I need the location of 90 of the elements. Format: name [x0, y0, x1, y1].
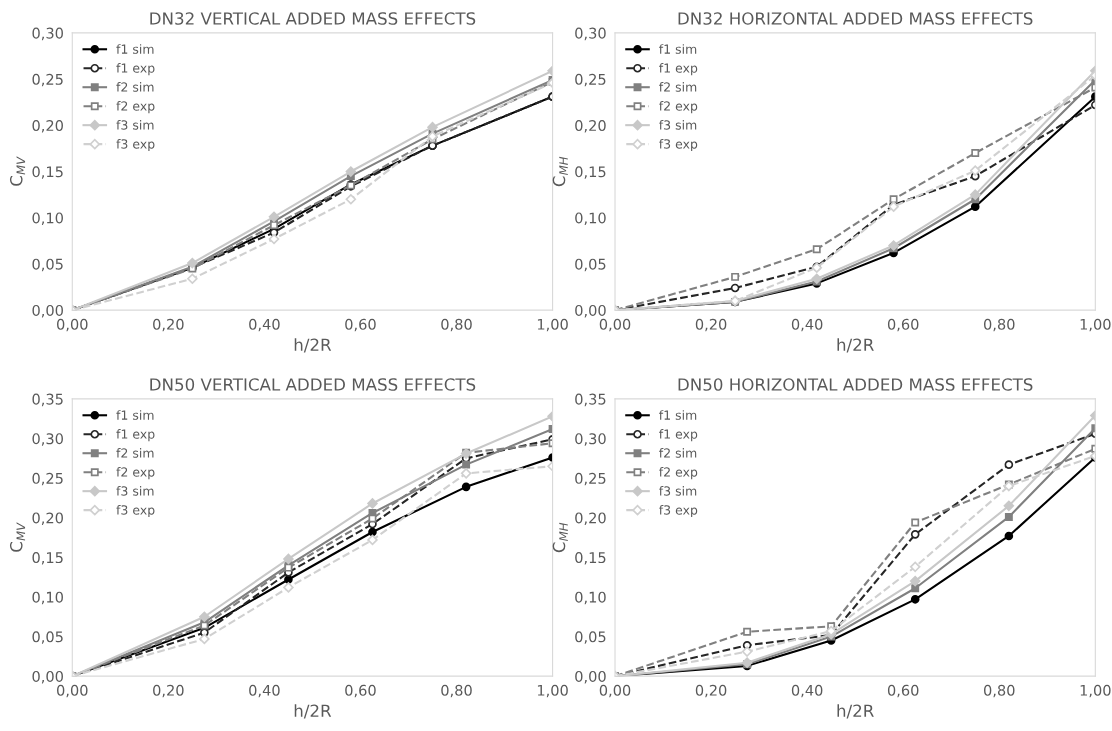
legend-label: f2 exp: [659, 101, 698, 114]
chart-title: DN32 HORIZONTAL ADDED MASS EFFECTS: [678, 12, 1033, 25]
y-axis-title: C$_{MV}$: [9, 522, 26, 552]
x-tick-label: 0,80: [983, 318, 1015, 332]
legend-label: f3 sim: [659, 486, 697, 496]
y-tick-label: 0,15: [32, 166, 63, 179]
y-tick-label: 0,05: [32, 258, 63, 272]
legend-label: f3 exp: [659, 139, 698, 152]
y-tick-label: 0,35: [32, 393, 63, 407]
y-tick-label: 0,10: [575, 591, 606, 605]
x-tick-label: 0,20: [695, 684, 727, 698]
legend-label: f2 exp: [659, 467, 698, 480]
y-tick-label: 0,00: [32, 670, 63, 684]
legend-label: f3 exp: [116, 505, 155, 518]
x-tick-label: 0,80: [441, 318, 472, 332]
y-tick-label: 0,30: [32, 433, 63, 446]
legend-label: f1 exp: [116, 429, 155, 442]
legend-label: f1 exp: [659, 429, 698, 442]
x-tick-label: 1,00: [1080, 318, 1111, 332]
x-tick-label: 0,40: [791, 684, 823, 698]
x-tick-label: 0,40: [791, 318, 823, 332]
legend-label: f3 sim: [659, 120, 697, 130]
legend-label: f1 sim: [659, 44, 697, 54]
y-tick-label: 0,10: [575, 212, 606, 225]
x-tick-label: 0,80: [441, 684, 472, 698]
legend-label: f1 sim: [116, 410, 154, 420]
x-axis-title: h/2R: [837, 704, 874, 719]
legend-label: f1 exp: [116, 63, 155, 76]
legend-label: f2 sim: [659, 82, 697, 92]
y-tick-label: 0,00: [575, 304, 606, 318]
legend-label: f1 sim: [659, 410, 697, 420]
x-tick-label: 0,80: [983, 684, 1015, 698]
y-tick-label: 0,30: [575, 433, 606, 446]
y-tick-label: 0,00: [575, 670, 606, 684]
chart-title: DN50 HORIZONTAL ADDED MASS EFFECTS: [678, 378, 1033, 391]
legend-label: f3 exp: [659, 505, 698, 518]
y-axis-title: C$_{MV}$: [9, 156, 26, 186]
y-tick-label: 0,20: [32, 512, 63, 525]
x-tick-label: 0,40: [249, 318, 280, 332]
legend-label: f2 sim: [116, 82, 154, 92]
y-tick-label: 0,10: [32, 591, 63, 605]
y-tick-label: 0,15: [575, 552, 606, 565]
x-tick-label: 0,00: [599, 318, 631, 332]
x-tick-label: 1,00: [1080, 684, 1111, 698]
x-tick-label: 0,00: [57, 684, 88, 698]
y-tick-label: 0,15: [32, 552, 63, 565]
x-tick-label: 0,60: [345, 318, 376, 332]
y-tick-label: 0,25: [32, 472, 63, 486]
y-tick-label: 0,15: [575, 166, 606, 179]
y-tick-label: 0,25: [575, 73, 606, 87]
legend-label: f2 sim: [116, 448, 154, 458]
x-axis-title: h/2R: [294, 704, 332, 719]
x-axis-title: h/2R: [837, 338, 874, 353]
x-tick-label: 0,60: [345, 684, 376, 698]
x-tick-label: 0,00: [57, 318, 88, 332]
y-tick-label: 0,25: [32, 73, 63, 87]
y-tick-label: 0,05: [575, 258, 606, 272]
legend-label: f3 sim: [116, 486, 154, 496]
chart-title: DN50 VERTICAL ADDED MASS EFFECTS: [150, 378, 476, 391]
y-tick-label: 0,20: [575, 512, 606, 525]
y-axis-title: C$_{MH}$: [552, 522, 568, 553]
y-tick-label: 0,35: [575, 393, 606, 407]
legend-label: f1 exp: [659, 63, 698, 76]
legend-label: f2 exp: [116, 101, 155, 114]
y-tick-label: 0,20: [32, 120, 63, 133]
x-tick-label: 0,20: [153, 684, 184, 698]
y-tick-label: 0,20: [575, 120, 606, 133]
x-tick-label: 0,20: [153, 318, 184, 332]
x-tick-label: 0,60: [887, 684, 919, 698]
x-tick-label: 0,00: [599, 684, 631, 698]
x-tick-label: 0,20: [695, 318, 727, 332]
x-axis-title: h/2R: [294, 338, 332, 353]
chart-title: DN32 VERTICAL ADDED MASS EFFECTS: [150, 12, 476, 25]
x-tick-label: 0,60: [887, 318, 919, 332]
x-tick-label: 1,00: [537, 684, 568, 698]
y-axis-title: C$_{MH}$: [552, 156, 568, 187]
legend-label: f3 sim: [116, 120, 154, 130]
legend-label: f2 sim: [659, 448, 697, 458]
x-tick-label: 0,40: [249, 684, 280, 698]
y-tick-label: 0,30: [32, 27, 63, 41]
y-tick-label: 0,10: [32, 212, 63, 225]
y-tick-label: 0,00: [32, 304, 63, 318]
legend-label: f2 exp: [116, 467, 155, 480]
legend-label: f3 exp: [116, 139, 155, 152]
y-tick-label: 0,25: [575, 472, 606, 486]
legend-label: f1 sim: [116, 44, 154, 54]
y-tick-label: 0,05: [32, 631, 63, 644]
y-tick-label: 0,30: [575, 27, 606, 41]
y-tick-label: 0,05: [575, 631, 606, 644]
x-tick-label: 1,00: [537, 318, 568, 332]
